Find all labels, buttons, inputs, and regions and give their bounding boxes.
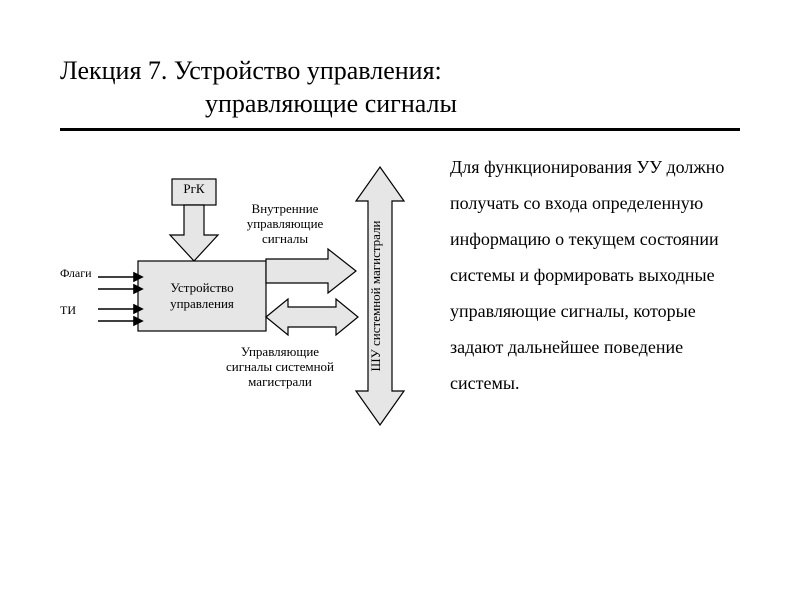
node-control-unit	[138, 261, 266, 331]
content-area: ШУ системной магистрали РгК Устройство у…	[60, 149, 740, 529]
title-rule	[60, 128, 740, 131]
description-paragraph: Для функционирования УУ должно получать …	[450, 149, 740, 401]
arrow-bus-signals	[266, 299, 358, 335]
arrows-ti-in	[98, 305, 142, 325]
title-line-1: Лекция 7. Устройство управления:	[60, 55, 740, 88]
arrow-rgk-to-cu	[170, 205, 218, 261]
diagram-svg: ШУ системной магистрали	[60, 149, 430, 449]
title-line-2: управляющие сигналы	[60, 88, 740, 121]
control-unit-diagram: ШУ системной магистрали РгК Устройство у…	[60, 149, 430, 489]
node-rgk	[172, 179, 216, 205]
label-bus-vertical: ШУ системной магистрали	[368, 220, 383, 371]
arrows-flags-in	[98, 273, 142, 293]
arrow-internal-signals	[266, 249, 356, 293]
page-title-block: Лекция 7. Устройство управления: управля…	[60, 55, 740, 120]
